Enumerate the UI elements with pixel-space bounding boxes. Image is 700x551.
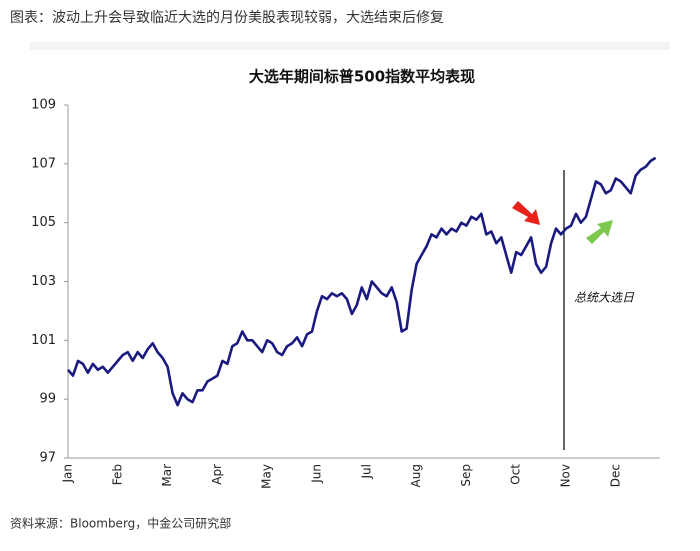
x-tick-label: Nov <box>559 464 573 487</box>
y-tick-label: 103 <box>31 274 56 289</box>
x-tick-label: Aug <box>409 464 423 487</box>
y-tick-label: 101 <box>31 333 56 348</box>
x-tick-label: Mar <box>160 464 174 487</box>
plot: 97 99 101 103 105 107 109 Jan Feb Mar Apr May Jun Jul… <box>31 98 660 489</box>
x-tick-label: Feb <box>110 464 124 485</box>
divider <box>30 42 670 50</box>
y-tick-label: 105 <box>31 215 56 230</box>
line <box>67 156 657 407</box>
y-tick-label: 99 <box>39 392 56 407</box>
x-tick-label: Jun <box>310 464 324 484</box>
y-tick-label: 107 <box>31 156 56 171</box>
x-tick-label: Apr <box>210 464 224 485</box>
x-tick-label: May <box>260 464 274 489</box>
x-tick-label: Jul <box>359 464 373 479</box>
annotation: 总统大选日 <box>574 291 635 305</box>
x-tick-label: Dec <box>608 464 622 487</box>
y-tick-label: 109 <box>31 98 56 113</box>
x-tick-label: Jan <box>61 464 75 484</box>
x-tick-label: Oct <box>509 464 523 485</box>
chart-title: 大选年期间标普500指数平均表现 <box>249 68 475 86</box>
x-tick-label: Sep <box>459 464 473 487</box>
down-arrow <box>512 201 540 225</box>
up-arrow <box>586 220 613 244</box>
header: 图表：波动上升会导致临近大选的月份美股表现较弱，大选结束后修复 <box>10 9 444 26</box>
y-tick-label: 97 <box>39 451 56 466</box>
source: 资料来源：Bloomberg，中金公司研究部 <box>10 516 231 531</box>
